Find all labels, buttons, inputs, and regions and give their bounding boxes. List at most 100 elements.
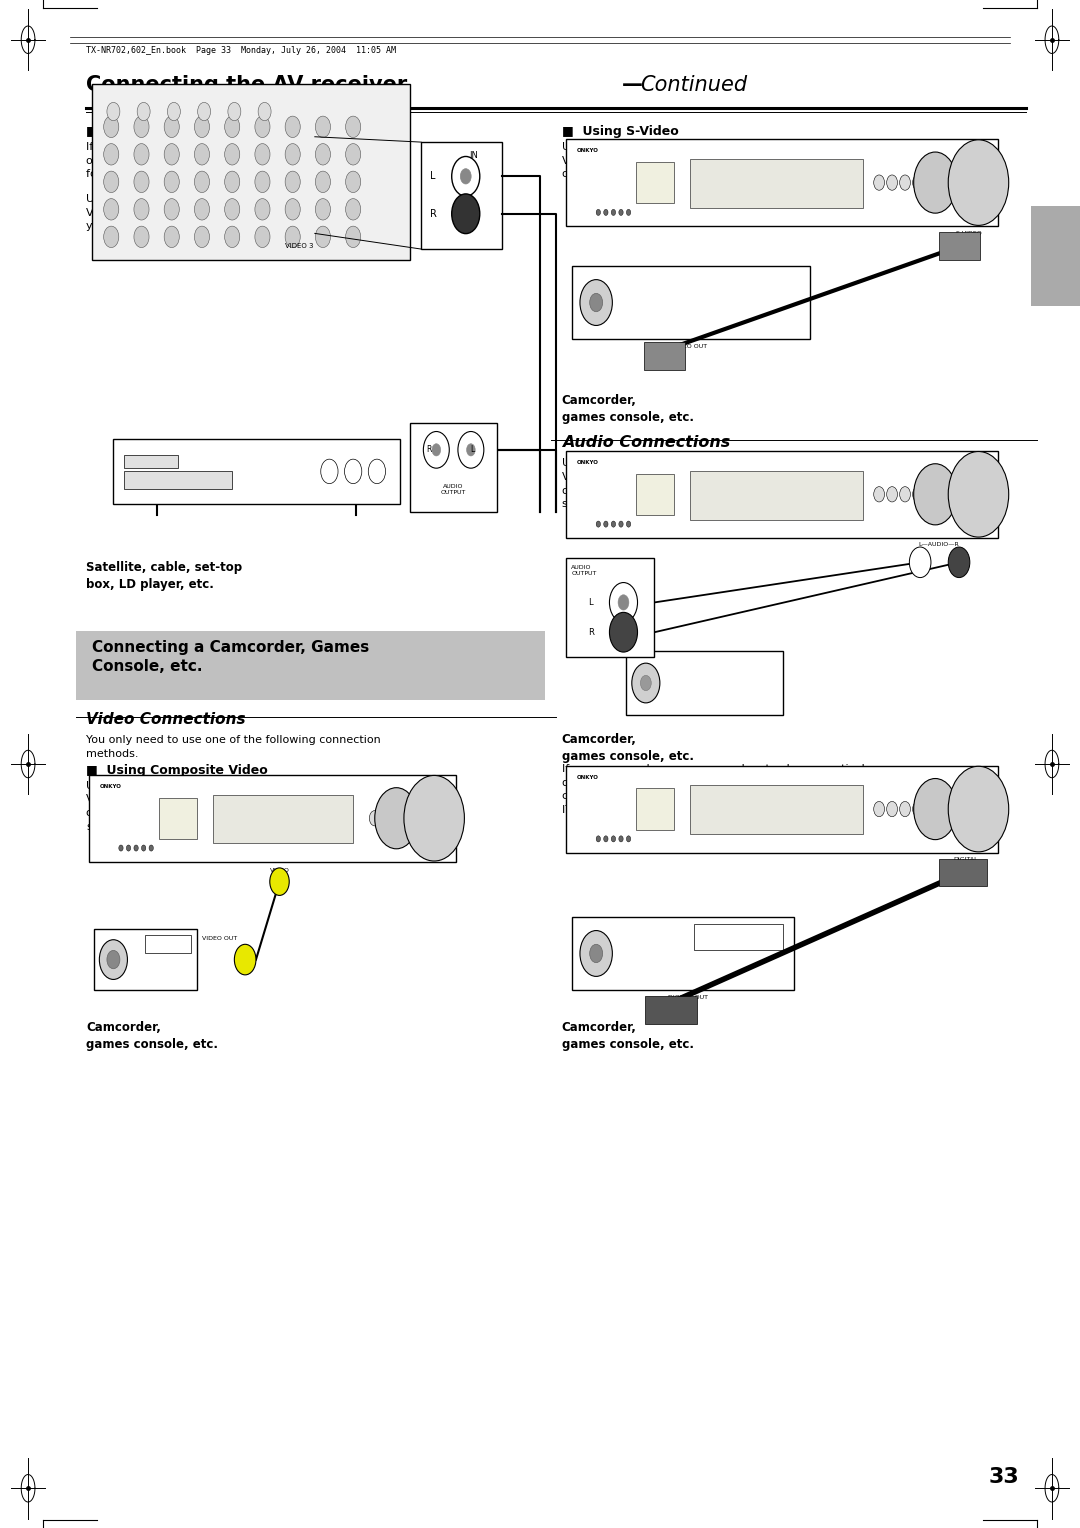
Text: IN: IN [470, 151, 478, 160]
Bar [566, 139, 998, 226]
Circle shape [900, 486, 910, 501]
Circle shape [346, 144, 361, 165]
Circle shape [228, 102, 241, 121]
Text: Camcorder,
games console, etc.: Camcorder, games console, etc. [562, 1021, 693, 1051]
Circle shape [126, 845, 131, 851]
Circle shape [134, 171, 149, 193]
Circle shape [887, 486, 897, 501]
Text: Connecting the AV receiver: Connecting the AV receiver [86, 75, 407, 95]
Circle shape [619, 209, 623, 215]
Bar [159, 798, 197, 839]
Circle shape [134, 199, 149, 220]
Circle shape [315, 116, 330, 138]
Bar [636, 788, 674, 830]
Circle shape [900, 174, 910, 191]
Circle shape [900, 801, 910, 816]
Circle shape [914, 465, 957, 524]
Circle shape [423, 431, 449, 468]
Bar [566, 766, 998, 853]
Circle shape [164, 144, 179, 165]
Circle shape [460, 168, 471, 183]
Circle shape [626, 209, 631, 215]
Text: Use an analog audio cable to connect the AV receiver’s
VIDEO 4 INPUT AUDIO L/R j: Use an analog audio cable to connect the… [562, 458, 870, 509]
Circle shape [285, 144, 300, 165]
Bar [572, 917, 794, 990]
Circle shape [632, 663, 660, 703]
Circle shape [345, 460, 362, 483]
Text: Use a composite video cable to connect the AV receiver’s
VIDEO 4 INPUT VIDEO jac: Use a composite video cable to connect t… [86, 781, 407, 831]
Circle shape [913, 801, 923, 816]
Circle shape [225, 116, 240, 138]
Text: DIGITAL: DIGITAL [954, 857, 977, 862]
Bar [421, 142, 502, 249]
Circle shape [285, 171, 300, 193]
Text: If your camcorder, games console, etc., has an optical
digital audio output, use: If your camcorder, games console, etc., … [562, 764, 877, 814]
Circle shape [104, 171, 119, 193]
Text: Camcorder,
games console, etc.: Camcorder, games console, etc. [562, 733, 693, 764]
Text: ■  Using Analog Connections: ■ Using Analog Connections [86, 125, 289, 139]
Bar [146, 935, 191, 953]
Bar [124, 471, 232, 489]
Circle shape [134, 116, 149, 138]
Circle shape [167, 102, 180, 121]
Text: AUDIO
OUTPUT: AUDIO OUTPUT [571, 565, 596, 576]
Circle shape [375, 788, 418, 848]
Text: VIDEO OUT: VIDEO OUT [202, 937, 238, 941]
Bar [636, 162, 674, 203]
Text: Satellite, cable, set-top
box, LD player, etc.: Satellite, cable, set-top box, LD player… [86, 561, 243, 591]
Circle shape [107, 102, 120, 121]
Text: ONKYO: ONKYO [577, 460, 598, 465]
Text: Camcorder,
games console, etc.: Camcorder, games console, etc. [562, 394, 693, 425]
Circle shape [104, 226, 119, 248]
Circle shape [225, 171, 240, 193]
Bar [92, 84, 410, 260]
Text: Continued: Continued [640, 75, 747, 95]
Circle shape [596, 521, 600, 527]
Text: You only need to use one of the following connection
methods.: You only need to use one of the followin… [86, 735, 381, 758]
Text: DIGITAL OUT: DIGITAL OUT [667, 995, 707, 999]
Bar [89, 775, 456, 862]
Circle shape [368, 460, 386, 483]
Circle shape [948, 767, 1009, 853]
Circle shape [104, 199, 119, 220]
Circle shape [346, 226, 361, 248]
Circle shape [404, 775, 464, 860]
Circle shape [285, 116, 300, 138]
Text: L: L [471, 445, 475, 454]
Circle shape [315, 144, 330, 165]
Circle shape [107, 950, 120, 969]
Circle shape [604, 836, 608, 842]
Circle shape [432, 443, 441, 455]
Circle shape [611, 521, 616, 527]
Circle shape [467, 443, 475, 455]
Circle shape [285, 226, 300, 248]
Circle shape [255, 116, 270, 138]
Circle shape [604, 209, 608, 215]
Circle shape [194, 116, 210, 138]
Bar [410, 423, 497, 512]
Circle shape [321, 460, 338, 483]
Circle shape [194, 199, 210, 220]
Circle shape [626, 836, 631, 842]
Circle shape [609, 582, 637, 622]
Text: Audio Connections: Audio Connections [562, 435, 730, 451]
Text: ■  Using S-Video: ■ Using S-Video [562, 125, 678, 139]
Circle shape [315, 171, 330, 193]
Circle shape [640, 675, 651, 691]
Bar [566, 558, 654, 657]
Bar [644, 342, 685, 370]
Text: ONKYO: ONKYO [577, 775, 598, 779]
Circle shape [315, 199, 330, 220]
Bar [1031, 206, 1080, 306]
Text: ■  Using Composite Video: ■ Using Composite Video [86, 764, 268, 778]
Bar [572, 266, 810, 339]
Text: R: R [427, 445, 432, 454]
Circle shape [134, 144, 149, 165]
Circle shape [611, 836, 616, 842]
Circle shape [137, 102, 150, 121]
Circle shape [104, 144, 119, 165]
Text: —: — [622, 75, 643, 95]
Text: L: L [589, 597, 593, 607]
Text: L: L [430, 171, 435, 182]
Bar [213, 795, 353, 843]
